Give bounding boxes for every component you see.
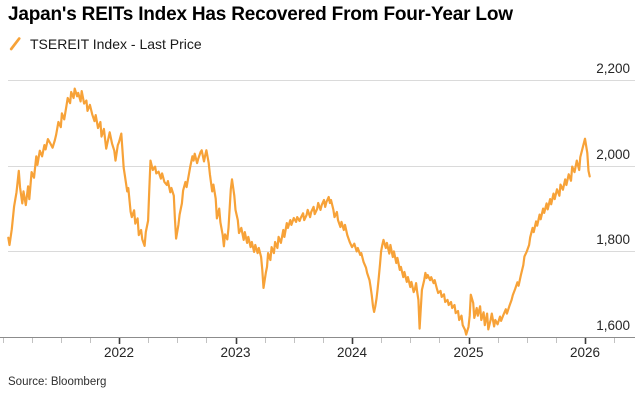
x-axis-label: 2024: [336, 345, 368, 360]
series-slash-icon: [9, 37, 21, 51]
x-axis-label: 2022: [103, 345, 135, 360]
source-note: Source: Bloomberg: [8, 376, 107, 388]
legend: TSEREIT Index - Last Price: [8, 35, 202, 53]
legend-label: TSEREIT Index - Last Price: [30, 36, 202, 52]
y-axis-label: 2,000: [596, 147, 630, 162]
x-axis-label: 2025: [453, 345, 484, 360]
tsereit-price-line: [7, 87, 591, 336]
y-axis-label: 2,200: [596, 61, 630, 76]
y-axis-label: 1,800: [596, 232, 630, 247]
x-axis-label: 2023: [220, 345, 251, 360]
x-axis-label: 2026: [569, 345, 601, 360]
chart-title: Japan's REITs Index Has Recovered From F…: [8, 4, 513, 25]
y-axis-label: 1,600: [596, 318, 630, 333]
